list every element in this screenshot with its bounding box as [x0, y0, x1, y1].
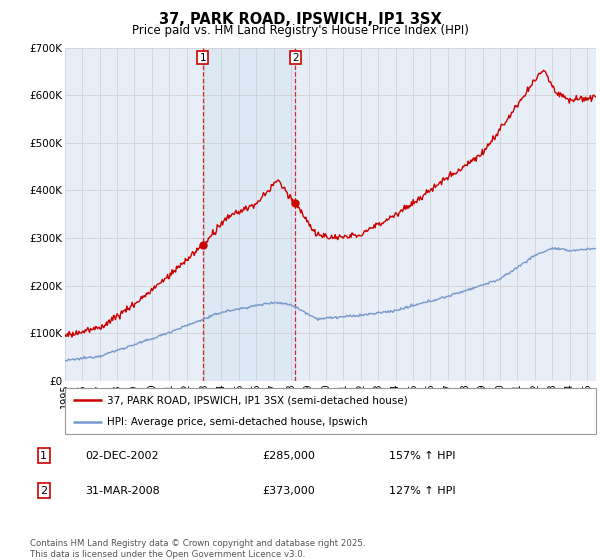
Text: 1: 1 [40, 451, 47, 461]
Text: 1: 1 [199, 53, 206, 63]
Text: 127% ↑ HPI: 127% ↑ HPI [389, 486, 455, 496]
Text: Contains HM Land Registry data © Crown copyright and database right 2025.
This d: Contains HM Land Registry data © Crown c… [30, 539, 365, 559]
Text: £285,000: £285,000 [262, 451, 315, 461]
Text: £373,000: £373,000 [262, 486, 314, 496]
FancyBboxPatch shape [65, 388, 596, 434]
Text: 2: 2 [292, 53, 299, 63]
Bar [203, 48, 295, 381]
Text: 2: 2 [40, 486, 47, 496]
Text: 02-DEC-2002: 02-DEC-2002 [85, 451, 159, 461]
Text: HPI: Average price, semi-detached house, Ipswich: HPI: Average price, semi-detached house,… [107, 417, 368, 427]
Text: 31-MAR-2008: 31-MAR-2008 [85, 486, 160, 496]
Text: 37, PARK ROAD, IPSWICH, IP1 3SX: 37, PARK ROAD, IPSWICH, IP1 3SX [158, 12, 442, 27]
Text: 157% ↑ HPI: 157% ↑ HPI [389, 451, 455, 461]
Text: Price paid vs. HM Land Registry's House Price Index (HPI): Price paid vs. HM Land Registry's House … [131, 24, 469, 36]
Text: 37, PARK ROAD, IPSWICH, IP1 3SX (semi-detached house): 37, PARK ROAD, IPSWICH, IP1 3SX (semi-de… [107, 395, 408, 405]
